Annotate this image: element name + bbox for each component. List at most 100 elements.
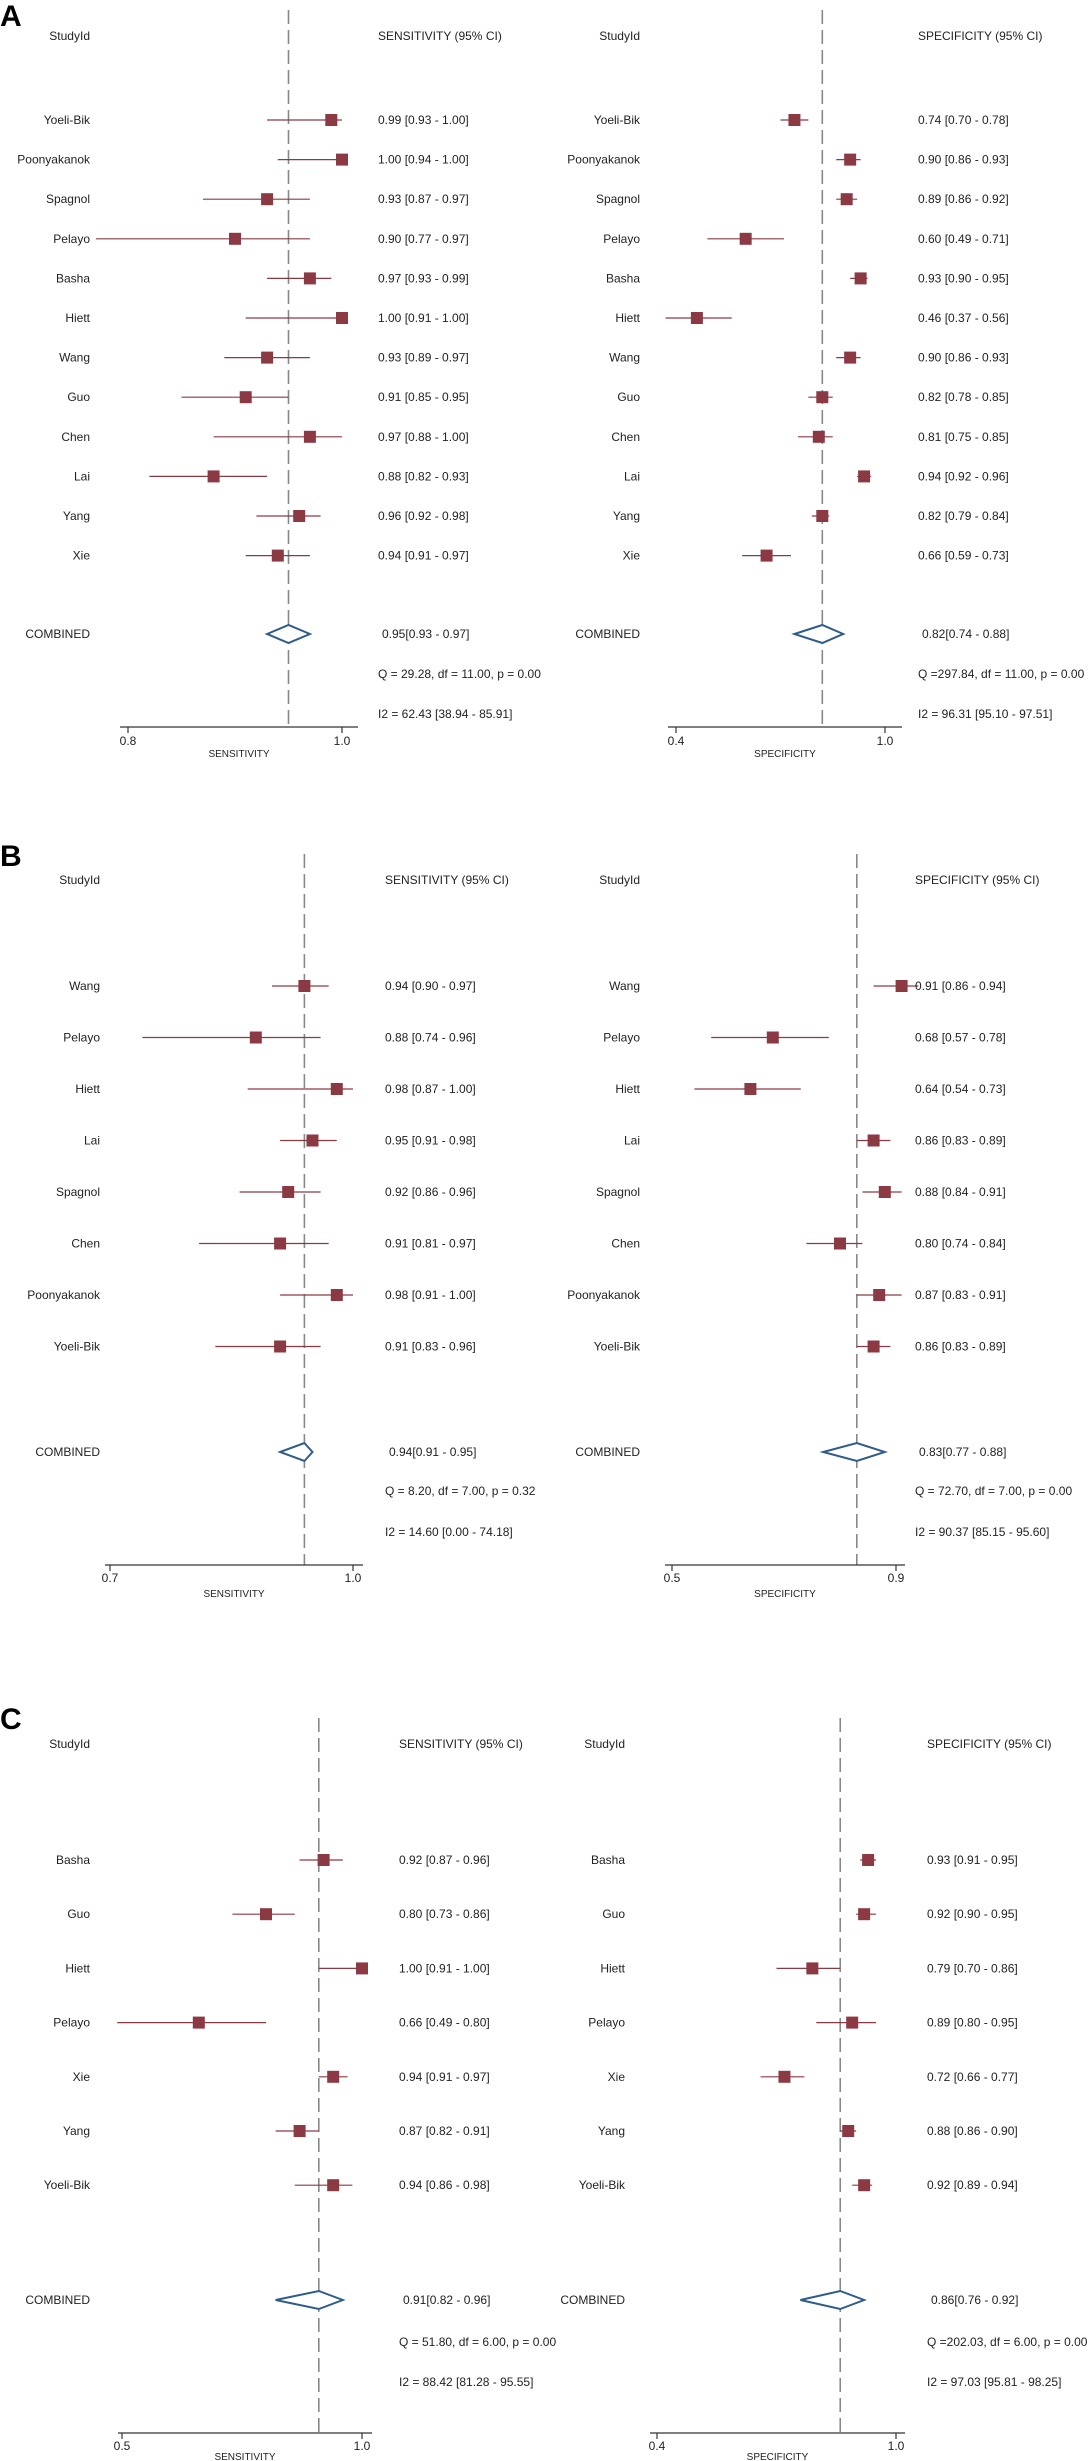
specificity-estimate-marker	[844, 153, 857, 166]
sensitivity-ci-text: 0.96 [0.92 - 0.98]	[378, 509, 469, 523]
specificity-ci-text: 0.74 [0.70 - 0.78]	[918, 113, 1009, 127]
sensitivity-x-axis-title: SENSITIVITY	[203, 1589, 264, 1600]
specificity-ci-text: 0.46 [0.37 - 0.56]	[918, 311, 1009, 325]
sensitivity-x-axis-title: SENSITIVITY	[208, 749, 269, 760]
sensitivity-ci-text: 0.66 [0.49 - 0.80]	[399, 2016, 490, 2030]
specificity-study-label: Basha	[591, 1853, 625, 1867]
sensitivity-ci-text: 0.97 [0.88 - 1.00]	[378, 430, 469, 444]
sensitivity-x-tick-label: 1.0	[354, 2439, 371, 2453]
sensitivity-study-label: Yang	[63, 2124, 90, 2138]
sensitivity-estimate-marker	[330, 1289, 343, 1301]
specificity-estimate-marker	[806, 1962, 819, 1975]
sensitivity-q-statistic: Q = 29.28, df = 11.00, p = 0.00	[378, 667, 541, 681]
specificity-estimate-marker	[858, 470, 871, 483]
specificity-study-label: Yang	[598, 2124, 625, 2138]
sensitivity-study-label: Basha	[56, 271, 90, 285]
sensitivity-study-label: Yoeli-Bik	[44, 2178, 91, 2192]
sensitivity-study-label: Lai	[74, 469, 90, 483]
specificity-estimate-marker	[760, 549, 773, 562]
specificity-estimate-marker	[858, 2179, 871, 2192]
specificity-estimate-marker	[854, 272, 867, 285]
specificity-ci-text: 0.79 [0.70 - 0.86]	[927, 1961, 1018, 1975]
specificity-ci-text: 0.91 [0.86 - 0.94]	[915, 979, 1006, 993]
sensitivity-ci-text: 0.88 [0.74 - 0.96]	[385, 1031, 476, 1045]
sensitivity-combined-text: 0.91[0.82 - 0.96]	[403, 2293, 490, 2307]
sensitivity-estimate-marker	[229, 232, 241, 245]
sensitivity-study-label: Pelayo	[53, 2016, 90, 2030]
specificity-study-label: Wang	[609, 351, 640, 365]
specificity-study-label: Xie	[608, 2070, 626, 2084]
specificity-study-label: Lai	[624, 469, 640, 483]
sensitivity-estimate-marker	[293, 2125, 306, 2137]
specificity-combined-text: 0.82[0.74 - 0.88]	[922, 627, 1009, 641]
specificity-i2-statistic: I2 = 97.03 [95.81 - 98.25]	[927, 2375, 1061, 2389]
specificity-ci-text: 0.82 [0.78 - 0.85]	[918, 390, 1009, 404]
sensitivity-ci-text: 0.87 [0.82 - 0.91]	[399, 2124, 490, 2138]
sensitivity-ci-header: SENSITIVITY (95% CI)	[378, 29, 502, 43]
specificity-x-axis-title: SPECIFICITY	[747, 2452, 809, 2461]
sensitivity-ci-text: 0.91 [0.85 - 0.95]	[378, 390, 469, 404]
sensitivity-x-tick-label: 1.0	[345, 1571, 362, 1585]
specificity-estimate-marker	[858, 1908, 871, 1921]
specificity-ci-header: SPECIFICITY (95% CI)	[927, 1737, 1051, 1751]
specificity-study-label: Hiett	[615, 311, 640, 325]
specificity-study-label: Pelayo	[588, 2016, 625, 2030]
sensitivity-estimate-marker	[306, 1134, 319, 1147]
panel-b-letter: B	[0, 840, 22, 873]
specificity-ci-text: 0.86 [0.83 - 0.89]	[915, 1134, 1006, 1148]
sensitivity-ci-text: 0.92 [0.86 - 0.96]	[385, 1185, 476, 1199]
sensitivity-study-label: Chen	[71, 1237, 100, 1251]
sensitivity-x-tick-label: 1.0	[334, 734, 351, 748]
specificity-i2-statistic: I2 = 90.37 [85.15 - 95.60]	[915, 1525, 1049, 1539]
sensitivity-study-header: StudyId	[49, 1737, 90, 1751]
specificity-combined-label: COMBINED	[560, 2293, 625, 2307]
sensitivity-ci-text: 0.95 [0.91 - 0.98]	[385, 1134, 476, 1148]
specificity-estimate-marker	[878, 1186, 891, 1198]
sensitivity-combined-diamond	[264, 623, 313, 645]
specificity-ci-text: 0.88 [0.86 - 0.90]	[927, 2124, 1018, 2138]
sensitivity-study-label: Poonyakanok	[27, 1288, 101, 1302]
specificity-i2-statistic: I2 = 96.31 [95.10 - 97.51]	[918, 707, 1052, 721]
sensitivity-ci-text: 0.88 [0.82 - 0.93]	[378, 469, 469, 483]
specificity-x-tick-label: 0.9	[888, 1571, 905, 1585]
specificity-ci-text: 0.82 [0.79 - 0.84]	[918, 509, 1009, 523]
sensitivity-ci-text: 0.90 [0.77 - 0.97]	[378, 232, 469, 246]
specificity-study-label: Hiett	[600, 1961, 625, 1975]
specificity-ci-text: 0.86 [0.83 - 0.89]	[915, 1340, 1006, 1354]
specificity-x-tick-label: 0.5	[664, 1571, 681, 1585]
specificity-estimate-marker	[778, 2070, 791, 2083]
sensitivity-ci-text: 0.97 [0.93 - 0.99]	[378, 271, 469, 285]
sensitivity-combined-text: 0.94[0.91 - 0.95]	[389, 1445, 476, 1459]
sensitivity-estimate-marker	[327, 2179, 340, 2192]
sensitivity-study-label: Hiett	[65, 1961, 90, 1975]
specificity-study-label: Yoeli-Bik	[579, 2178, 626, 2192]
sensitivity-combined-label: COMBINED	[25, 2293, 90, 2307]
specificity-ci-text: 0.93 [0.90 - 0.95]	[918, 271, 1009, 285]
specificity-estimate-marker	[867, 1340, 880, 1353]
specificity-estimate-marker	[846, 2016, 859, 2029]
sensitivity-ci-text: 1.00 [0.91 - 1.00]	[378, 311, 469, 325]
specificity-estimate-marker	[862, 1854, 875, 1866]
specificity-estimate-marker	[844, 351, 857, 364]
sensitivity-i2-statistic: I2 = 14.60 [0.00 - 74.18]	[385, 1525, 513, 1539]
specificity-study-label: Spagnol	[596, 1185, 640, 1199]
specificity-estimate-marker	[873, 1289, 886, 1301]
sensitivity-study-label: Yoeli-Bik	[44, 113, 91, 127]
specificity-combined-text: 0.86[0.76 - 0.92]	[931, 2293, 1018, 2307]
specificity-ci-text: 0.80 [0.74 - 0.84]	[915, 1237, 1006, 1251]
sensitivity-estimate-marker	[336, 153, 348, 166]
sensitivity-ci-header: SENSITIVITY (95% CI)	[399, 1737, 523, 1751]
sensitivity-study-header: StudyId	[49, 29, 90, 43]
specificity-study-label: Guo	[617, 390, 640, 404]
sensitivity-ci-text: 0.80 [0.73 - 0.86]	[399, 1907, 490, 1921]
specificity-ci-text: 0.88 [0.84 - 0.91]	[915, 1185, 1006, 1199]
sensitivity-ci-text: 0.98 [0.87 - 1.00]	[385, 1082, 476, 1096]
specificity-ci-text: 0.89 [0.80 - 0.95]	[927, 2016, 1018, 2030]
sensitivity-combined-label: COMBINED	[25, 627, 90, 641]
sensitivity-study-label: Lai	[84, 1134, 100, 1148]
specificity-study-label: Basha	[606, 271, 640, 285]
sensitivity-combined-diamond	[277, 1441, 314, 1463]
specificity-ci-text: 0.93 [0.91 - 0.95]	[927, 1853, 1018, 1867]
specificity-study-header: StudyId	[599, 29, 640, 43]
sensitivity-ci-text: 0.94 [0.90 - 0.97]	[385, 979, 476, 993]
